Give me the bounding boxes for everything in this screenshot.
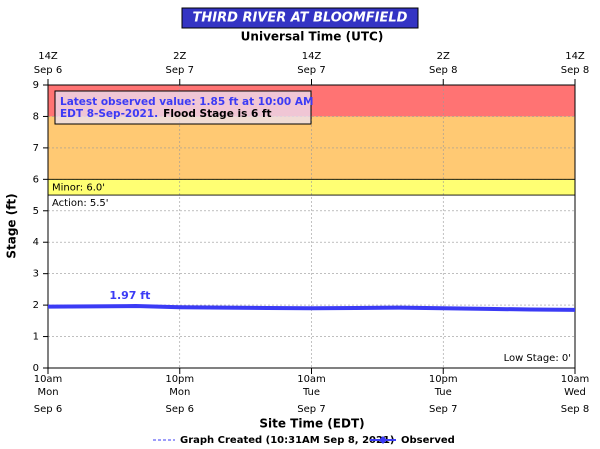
threshold-label: Low Stage: 0': [504, 353, 571, 364]
x-tick-day: Tue: [302, 387, 320, 398]
x-tick-label: 10am: [34, 374, 63, 385]
x-tick-label: 10am: [297, 374, 326, 385]
x-tick-date: Sep 7: [429, 404, 457, 415]
legend-label: Graph Created (10:31AM Sep 8, 2021): [180, 435, 395, 446]
top-tick-label: 14Z: [302, 51, 322, 62]
y-tick-label: 7: [33, 143, 39, 154]
top-axis-title: Universal Time (UTC): [241, 30, 384, 44]
annotation-line: EDT 8-Sep-2021.: [60, 108, 158, 120]
legend-label: Observed: [401, 435, 455, 446]
x-tick-label: 10pm: [165, 374, 194, 385]
x-tick-label: 10am: [561, 374, 590, 385]
data-label: 1.97 ft: [109, 289, 150, 302]
y-tick-label: 9: [33, 80, 39, 91]
annotation-line: Flood Stage is 6 ft: [163, 108, 271, 120]
annotation-box: [54, 90, 312, 125]
legend-marker: [379, 436, 387, 444]
y-axis-label: Stage (ft): [5, 193, 19, 258]
y-tick-label: 8: [33, 111, 39, 122]
top-tick-date: Sep 7: [166, 65, 194, 76]
threshold-label: Action: 5.5': [52, 198, 109, 209]
x-tick-day: Tue: [434, 387, 452, 398]
chart-title: THIRD RIVER AT BLOOMFIELD: [193, 11, 408, 26]
x-axis-label: Site Time (EDT): [259, 417, 364, 431]
y-tick-label: 3: [33, 269, 39, 280]
flood-band: [48, 179, 575, 196]
top-tick-date: Sep 8: [561, 65, 589, 76]
x-tick-day: Mon: [169, 387, 190, 398]
x-tick-day: Mon: [37, 387, 58, 398]
y-tick-label: 0: [33, 363, 39, 374]
threshold-label: Minor: 6.0': [52, 182, 105, 193]
title-bar: [181, 7, 419, 29]
top-tick-label: 2Z: [437, 51, 450, 62]
top-tick-date: Sep 6: [34, 65, 62, 76]
x-tick-date: Sep 6: [34, 404, 62, 415]
x-tick-date: Sep 6: [166, 404, 194, 415]
annotation-line: Latest observed value: 1.85 ft at 10:00 …: [60, 96, 313, 108]
x-tick-date: Sep 8: [561, 404, 589, 415]
series-line: [47, 304, 576, 312]
top-tick-date: Sep 7: [297, 65, 325, 76]
y-tick-label: 4: [33, 237, 39, 248]
top-tick-label: 14Z: [38, 51, 58, 62]
y-tick-label: 1: [33, 332, 39, 343]
top-tick-date: Sep 8: [429, 65, 457, 76]
top-tick-label: 2Z: [173, 51, 186, 62]
y-tick-label: 6: [33, 174, 39, 185]
x-tick-label: 10pm: [429, 374, 458, 385]
top-tick-label: 14Z: [565, 51, 585, 62]
y-tick-label: 2: [33, 300, 39, 311]
x-tick-date: Sep 7: [297, 404, 325, 415]
x-tick-day: Wed: [564, 387, 586, 398]
y-tick-label: 5: [33, 206, 39, 217]
